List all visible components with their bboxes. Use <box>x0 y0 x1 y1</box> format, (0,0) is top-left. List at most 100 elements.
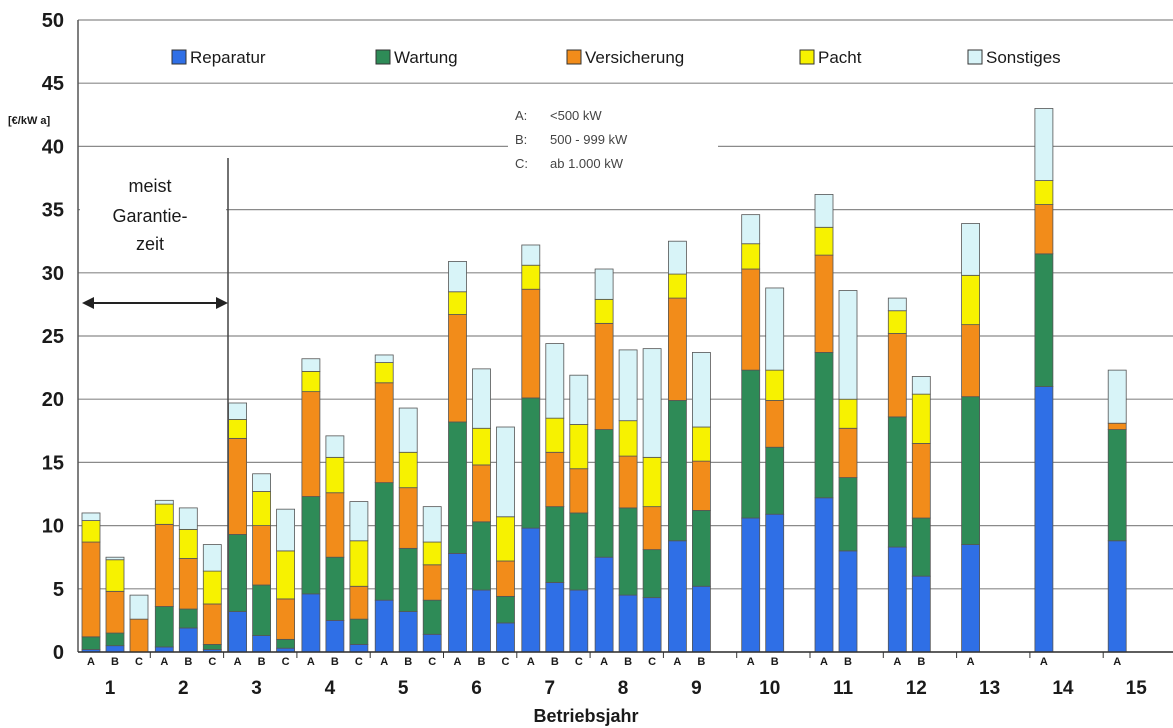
size-class-tick-label: C <box>355 656 363 668</box>
bar-segment <box>838 477 858 552</box>
y-tick-label: 40 <box>42 136 64 158</box>
bar-segment <box>668 273 687 299</box>
bar-segment <box>692 352 711 428</box>
size-class-tick-label: C <box>428 656 436 668</box>
size-class-tick-label: C <box>282 656 290 668</box>
bar-segment <box>545 582 565 653</box>
bar-segment <box>814 254 834 353</box>
bar-segment <box>1107 429 1127 542</box>
bar-segment <box>814 352 834 499</box>
size-class-tick-label: B <box>258 656 266 668</box>
bar-segment <box>228 611 248 653</box>
bar-segment <box>325 492 345 558</box>
bar-segment <box>668 240 687 275</box>
legend-label: Wartung <box>394 48 458 67</box>
bar-segment <box>618 420 638 457</box>
bar-segment <box>668 400 687 542</box>
bar-segment <box>496 560 515 597</box>
bar-segment <box>838 550 858 653</box>
bar-segment <box>618 455 638 509</box>
legend-label: Reparatur <box>190 48 266 67</box>
year-tick-label: 8 <box>618 678 629 699</box>
bar-segment <box>741 214 761 245</box>
bar-segment <box>252 584 272 636</box>
size-class-tick-label: C <box>648 656 656 668</box>
bar-segment <box>692 585 711 653</box>
bar-segment <box>911 575 931 653</box>
bar-segment <box>374 354 394 363</box>
warranty-annotation: meist Garantie- zeit <box>80 158 229 652</box>
bar-segment <box>741 243 761 270</box>
bar-segment <box>325 435 345 458</box>
bar-segment <box>887 333 907 418</box>
size-key-text-a: <500 kW <box>550 108 602 123</box>
bar-segment <box>202 570 222 605</box>
size-class-tick-label: A <box>87 656 95 668</box>
size-class-tick-label: A <box>307 656 315 668</box>
bar-segment <box>448 291 467 315</box>
bar-segment <box>1107 540 1127 653</box>
bar-segment <box>887 416 907 548</box>
bar-segment <box>594 322 614 430</box>
y-tick-label: 0 <box>53 642 64 664</box>
year-tick-label: 11 <box>833 678 854 699</box>
bar-segment <box>1107 422 1127 430</box>
bar-segment <box>961 274 980 326</box>
bar-segment <box>887 297 907 312</box>
size-class-tick-label: A <box>1113 656 1121 668</box>
bar-segment <box>545 451 565 508</box>
bar-segment <box>692 510 711 587</box>
year-tick-label: 4 <box>325 678 336 699</box>
year-tick-label: 3 <box>251 678 262 699</box>
bar-segment <box>252 635 272 653</box>
bar-segment <box>1107 369 1127 424</box>
bar-segment <box>276 508 296 552</box>
bar-segment <box>496 595 515 624</box>
x-axis-title: Betriebsjahr <box>533 706 638 726</box>
size-class-tick-label: C <box>575 656 583 668</box>
bar-segment <box>178 507 198 530</box>
year-tick-label: 6 <box>471 678 482 699</box>
bar-segment <box>178 528 198 559</box>
year-tick-label: 12 <box>906 678 927 699</box>
bar-segment <box>1034 386 1054 653</box>
bar-segment <box>228 534 248 612</box>
bar-segment <box>961 324 980 398</box>
bar-segment <box>569 468 589 514</box>
bar-segment <box>961 223 980 276</box>
bar-segment <box>496 622 515 653</box>
bar-segment <box>838 290 858 400</box>
y-tick-label: 45 <box>42 73 64 95</box>
size-key-text-c: ab 1.000 kW <box>550 156 624 171</box>
bar-segment <box>325 620 345 653</box>
bar-segment <box>301 358 321 372</box>
size-class-tick-label: B <box>331 656 339 668</box>
arrow-head-right <box>216 297 228 309</box>
bar-segment <box>178 627 198 653</box>
bar-segment <box>545 417 565 453</box>
size-key-letter-b: B: <box>515 132 527 147</box>
bar-segment <box>496 516 515 562</box>
bar-segment <box>472 521 491 591</box>
size-class-tick-label: A <box>820 656 828 668</box>
bar-segment <box>911 443 931 519</box>
size-class-tick-label: A <box>600 656 608 668</box>
bar-segment <box>276 638 296 649</box>
bar-segment <box>448 553 467 653</box>
bar-segment <box>228 402 248 420</box>
bar-segment <box>398 407 418 453</box>
bar-segment <box>472 589 491 653</box>
bar-segment <box>472 427 491 466</box>
size-class-tick-label: C <box>135 656 143 668</box>
bar-segment <box>521 288 541 399</box>
size-class-tick-label: B <box>404 656 412 668</box>
size-key-text-b: 500 - 999 kW <box>550 132 628 147</box>
y-axis-unit-label: [€/kW a] <box>8 115 51 127</box>
bar-segment <box>1034 253 1054 387</box>
year-tick-label: 13 <box>979 678 1000 699</box>
annotation-line-2: Garantie- <box>112 206 187 226</box>
annotation-line-1: meist <box>128 176 171 196</box>
bar-segment <box>422 599 442 635</box>
bar-segment <box>301 391 321 497</box>
